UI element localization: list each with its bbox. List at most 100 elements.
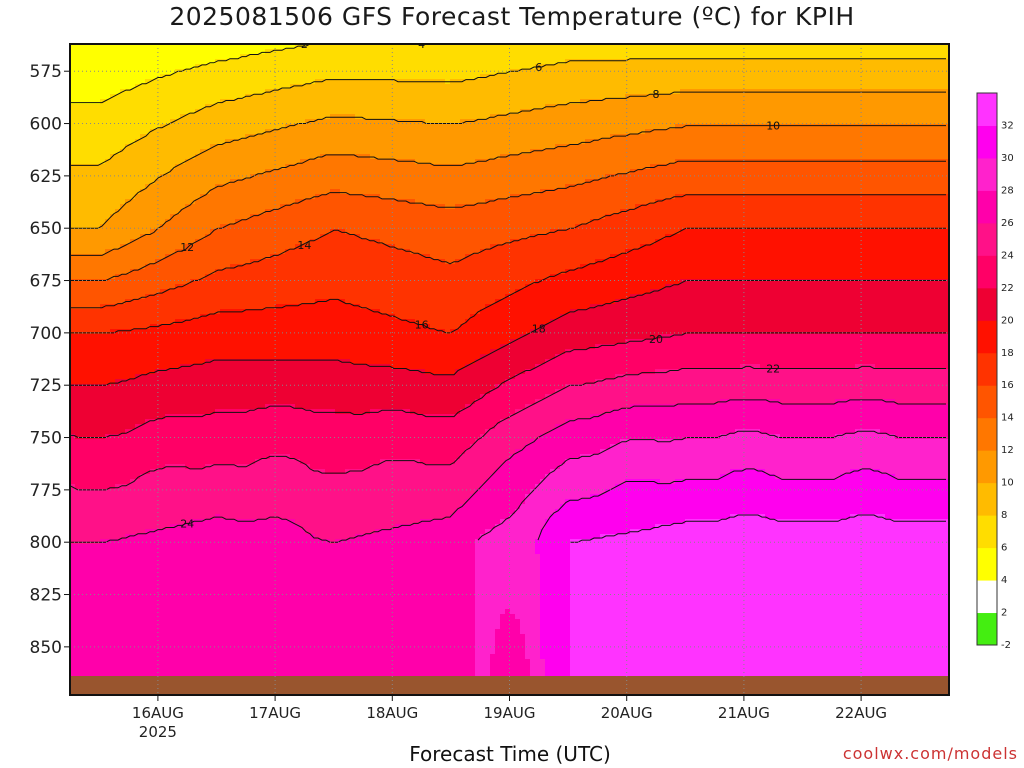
field-cell xyxy=(90,74,96,80)
field-cell xyxy=(210,274,216,280)
field-cell xyxy=(215,149,221,155)
field-cell xyxy=(205,454,211,460)
field-cell xyxy=(190,479,196,485)
field-cell xyxy=(115,339,121,345)
field-cell xyxy=(165,324,171,330)
field-cell xyxy=(150,114,156,120)
field-cell xyxy=(180,234,186,240)
field-cell xyxy=(135,669,141,675)
field-cell xyxy=(140,304,146,310)
field-cell xyxy=(145,394,151,400)
field-cell xyxy=(155,164,161,170)
field-cell xyxy=(255,504,261,510)
field-cell xyxy=(160,484,166,490)
field-cell xyxy=(125,589,131,595)
field-cell xyxy=(120,289,126,295)
field-cell xyxy=(135,369,141,375)
field-cell xyxy=(165,459,171,465)
field-cell xyxy=(225,369,231,375)
field-cell xyxy=(200,244,206,250)
field-cell xyxy=(180,54,186,60)
field-cell xyxy=(170,319,176,325)
field-cell xyxy=(250,294,256,300)
field-cell xyxy=(110,309,116,315)
field-cell xyxy=(160,664,166,670)
field-cell xyxy=(195,539,201,545)
field-cell xyxy=(180,449,186,455)
field-cell xyxy=(80,54,86,60)
field-cell xyxy=(70,129,76,135)
field-cell xyxy=(205,399,211,405)
field-cell xyxy=(75,229,81,235)
field-cell xyxy=(95,294,101,300)
field-cell xyxy=(160,649,166,655)
field-cell xyxy=(210,564,216,570)
field-cell xyxy=(100,164,106,170)
field-cell xyxy=(130,224,136,230)
field-cell xyxy=(220,379,226,385)
field-cell xyxy=(205,164,211,170)
field-cell xyxy=(95,69,101,75)
field-cell xyxy=(190,274,196,280)
field-cell xyxy=(140,489,146,495)
field-cell xyxy=(120,284,126,290)
field-cell xyxy=(255,349,261,355)
field-cell xyxy=(115,414,121,420)
field-cell xyxy=(115,494,121,500)
field-cell xyxy=(155,124,161,130)
field-cell xyxy=(90,149,96,155)
field-cell xyxy=(220,104,226,110)
field-cell xyxy=(90,299,96,305)
field-cell xyxy=(190,239,196,245)
field-cell xyxy=(70,584,76,590)
field-cell xyxy=(105,319,111,325)
field-cell xyxy=(225,399,231,405)
field-cell xyxy=(115,444,121,450)
field-cell xyxy=(200,384,206,390)
field-cell xyxy=(225,199,231,205)
field-cell xyxy=(90,574,96,580)
field-cell xyxy=(190,184,196,190)
field-cell xyxy=(75,559,81,565)
field-cell xyxy=(120,479,126,485)
field-cell xyxy=(225,269,231,275)
field-cell xyxy=(80,444,86,450)
field-cell xyxy=(105,664,111,670)
field-cell xyxy=(130,324,136,330)
field-cell xyxy=(105,564,111,570)
field-cell xyxy=(200,524,206,530)
field-cell xyxy=(75,239,81,245)
field-cell xyxy=(230,409,236,415)
field-cell xyxy=(245,384,251,390)
field-cell xyxy=(85,444,91,450)
field-cell xyxy=(190,314,196,320)
field-cell xyxy=(165,559,171,565)
field-cell xyxy=(180,49,186,55)
field-cell xyxy=(220,504,226,510)
field-cell xyxy=(235,589,241,595)
field-cell xyxy=(180,229,186,235)
field-cell xyxy=(245,499,251,505)
field-cell xyxy=(115,304,121,310)
field-cell xyxy=(180,179,186,185)
field-cell xyxy=(175,474,181,480)
field-cell xyxy=(220,454,226,460)
field-cell xyxy=(105,414,111,420)
field-cell xyxy=(205,134,211,140)
field-cell xyxy=(95,669,101,675)
field-cell xyxy=(160,264,166,270)
field-cell xyxy=(215,584,221,590)
field-cell xyxy=(210,494,216,500)
field-cell xyxy=(260,59,266,65)
field-cell xyxy=(210,549,216,555)
field-cell xyxy=(190,89,196,95)
field-cell xyxy=(110,139,116,145)
field-cell xyxy=(125,249,131,255)
field-cell xyxy=(220,189,226,195)
field-cell xyxy=(135,639,141,645)
field-cell xyxy=(70,534,76,540)
field-cell xyxy=(180,474,186,480)
field-cell xyxy=(140,214,146,220)
field-cell xyxy=(230,629,236,635)
field-cell xyxy=(210,224,216,230)
